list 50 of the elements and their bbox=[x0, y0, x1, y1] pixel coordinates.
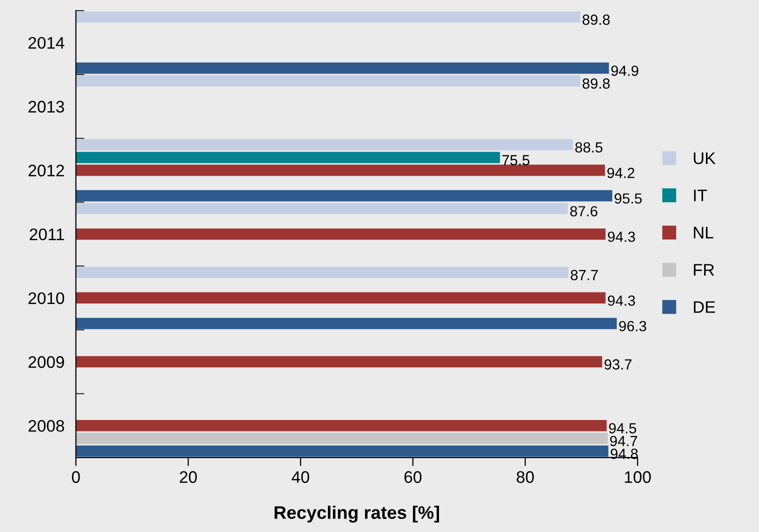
data-label: 94.5 bbox=[609, 423, 636, 434]
bar bbox=[76, 318, 617, 330]
bar bbox=[76, 152, 500, 164]
data-label: 94.3 bbox=[608, 232, 635, 242]
bar bbox=[76, 164, 605, 176]
y-tick-label: 2013 bbox=[28, 100, 64, 113]
data-label: 88.5 bbox=[575, 142, 602, 153]
bar bbox=[76, 190, 612, 202]
bar bbox=[76, 420, 607, 432]
y-tick-label: 2010 bbox=[28, 292, 64, 304]
data-label: 96.3 bbox=[619, 320, 646, 332]
data-label: 94.2 bbox=[607, 168, 634, 178]
legend-label: UK bbox=[694, 152, 716, 164]
y-tick-label: 2009 bbox=[28, 356, 64, 368]
x-axis-title: Recycling rates [%] bbox=[274, 506, 440, 523]
legend-label: NL bbox=[694, 226, 714, 238]
data-label: 87.6 bbox=[570, 206, 598, 216]
bar bbox=[76, 75, 580, 86]
y-tick-label: 2014 bbox=[28, 36, 64, 49]
bar bbox=[76, 228, 606, 240]
x-tick-label: 40 bbox=[292, 471, 310, 483]
data-label: 87.7 bbox=[570, 270, 598, 280]
x-tick-label: 0 bbox=[72, 471, 80, 483]
x-tick-label: 80 bbox=[516, 471, 534, 483]
data-label: 75.5 bbox=[502, 155, 530, 166]
data-label: 94.9 bbox=[611, 66, 638, 76]
bar bbox=[76, 356, 602, 368]
x-tick-label: 20 bbox=[180, 471, 197, 483]
bar bbox=[76, 62, 609, 74]
y-tick-label: 2011 bbox=[30, 228, 64, 240]
data-label: 94.3 bbox=[608, 295, 635, 306]
bar bbox=[76, 202, 568, 214]
bar bbox=[76, 11, 580, 23]
legend-label: FR bbox=[694, 264, 714, 276]
data-label: 93.7 bbox=[604, 359, 632, 370]
bar bbox=[76, 139, 573, 150]
legend-label: DE bbox=[694, 301, 715, 313]
data-label: 89.8 bbox=[582, 78, 610, 89]
y-tick-label: 2008 bbox=[28, 420, 64, 432]
data-label: 94.7 bbox=[610, 436, 638, 446]
x-tick-label: 100 bbox=[624, 471, 651, 483]
y-tick-label: 2012 bbox=[28, 164, 64, 176]
bar bbox=[76, 266, 568, 278]
x-tick-label: 60 bbox=[404, 471, 422, 483]
legend-label: IT bbox=[694, 190, 707, 202]
bar bbox=[76, 432, 608, 444]
data-label: 89.8 bbox=[582, 14, 610, 25]
bar bbox=[76, 446, 608, 457]
bar bbox=[76, 292, 606, 304]
data-label: 95.5 bbox=[614, 193, 642, 204]
